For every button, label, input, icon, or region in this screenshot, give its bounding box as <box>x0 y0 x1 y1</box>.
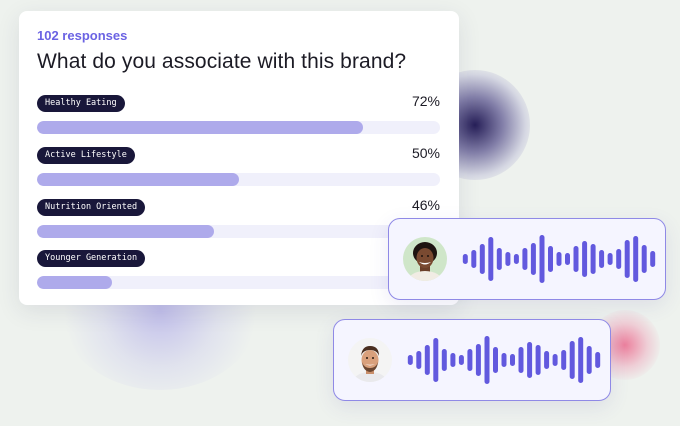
waveform-bar <box>582 241 588 277</box>
waveform-bar <box>493 347 498 373</box>
option-tag: Active Lifestyle <box>37 147 135 164</box>
survey-question: What do you associate with this brand? <box>37 50 407 73</box>
waveform-bar <box>458 355 464 365</box>
waveform-bar <box>475 344 481 376</box>
waveform-bar <box>616 249 622 269</box>
waveform-bar <box>510 354 515 366</box>
voice-message-card[interactable] <box>333 319 611 401</box>
waveform-bar <box>505 252 511 266</box>
waveform-bar <box>556 252 562 266</box>
waveform-bar <box>573 246 579 272</box>
waveform-bar <box>590 244 596 274</box>
survey-results-card: 102 responses What do you associate with… <box>19 11 459 305</box>
waveform-bar <box>479 244 485 274</box>
result-row-active-lifestyle: Active Lifestyle 50% <box>37 145 440 189</box>
progress-track <box>37 276 440 289</box>
waveform-bar <box>599 250 605 268</box>
waveform-bar <box>539 235 545 283</box>
woman-avatar-icon <box>403 237 447 281</box>
progress-fill <box>37 121 364 134</box>
waveform-bar <box>424 345 430 375</box>
progress-fill <box>37 225 215 238</box>
waveform-bar <box>624 240 630 278</box>
waveform-bar <box>569 341 575 379</box>
waveform-bar <box>578 337 584 383</box>
waveform-bar <box>407 355 413 365</box>
waveform-bar <box>565 253 570 265</box>
waveform-bar <box>641 245 647 273</box>
audio-waveform-icon <box>462 235 656 283</box>
waveform-bar <box>552 354 558 366</box>
waveform-bar <box>535 345 541 375</box>
option-tag: Nutrition Oriented <box>37 199 146 216</box>
waveform-bar <box>462 254 468 264</box>
waveform-bar <box>513 254 519 264</box>
audio-waveform-icon <box>407 336 601 384</box>
result-row-nutrition-oriented: Nutrition Oriented 46% <box>37 197 440 241</box>
waveform-bar <box>522 248 528 270</box>
progress-fill <box>37 276 112 289</box>
waveform-bar <box>501 353 507 367</box>
progress-track <box>37 225 440 238</box>
waveform-bar <box>633 236 639 282</box>
option-percent: 50% <box>411 145 440 161</box>
waveform-bar <box>441 349 447 371</box>
progress-track <box>37 173 440 186</box>
waveform-bar <box>450 353 456 367</box>
waveform-bar <box>416 351 422 369</box>
waveform-bar <box>471 250 477 268</box>
waveform-bar <box>607 253 613 265</box>
option-tag: Healthy Eating <box>37 95 125 112</box>
waveform-bar <box>527 342 533 378</box>
waveform-bar <box>484 336 490 384</box>
progress-fill <box>37 173 239 186</box>
option-percent: 72% <box>411 93 440 109</box>
man-avatar-icon <box>348 338 392 382</box>
waveform-bar <box>496 248 502 270</box>
waveform-bar <box>548 246 553 272</box>
waveform-bar <box>544 351 550 369</box>
waveform-bar <box>561 350 567 370</box>
option-percent: 46% <box>411 197 440 213</box>
waveform-bar <box>467 349 473 371</box>
waveform-bar <box>650 251 656 267</box>
waveform-bar <box>518 347 524 373</box>
waveform-bar <box>595 352 601 368</box>
progress-track <box>37 121 440 134</box>
waveform-bar <box>530 243 536 275</box>
response-count: 102 responses <box>37 28 128 43</box>
waveform-bar <box>586 346 592 374</box>
result-row-healthy-eating: Healthy Eating 72% <box>37 93 440 137</box>
option-tag: Younger Generation <box>37 250 146 267</box>
result-row-younger-generation: Younger Generation <box>37 250 440 292</box>
waveform-bar <box>488 237 494 281</box>
waveform-bar <box>433 338 439 382</box>
voice-message-card[interactable] <box>388 218 666 300</box>
